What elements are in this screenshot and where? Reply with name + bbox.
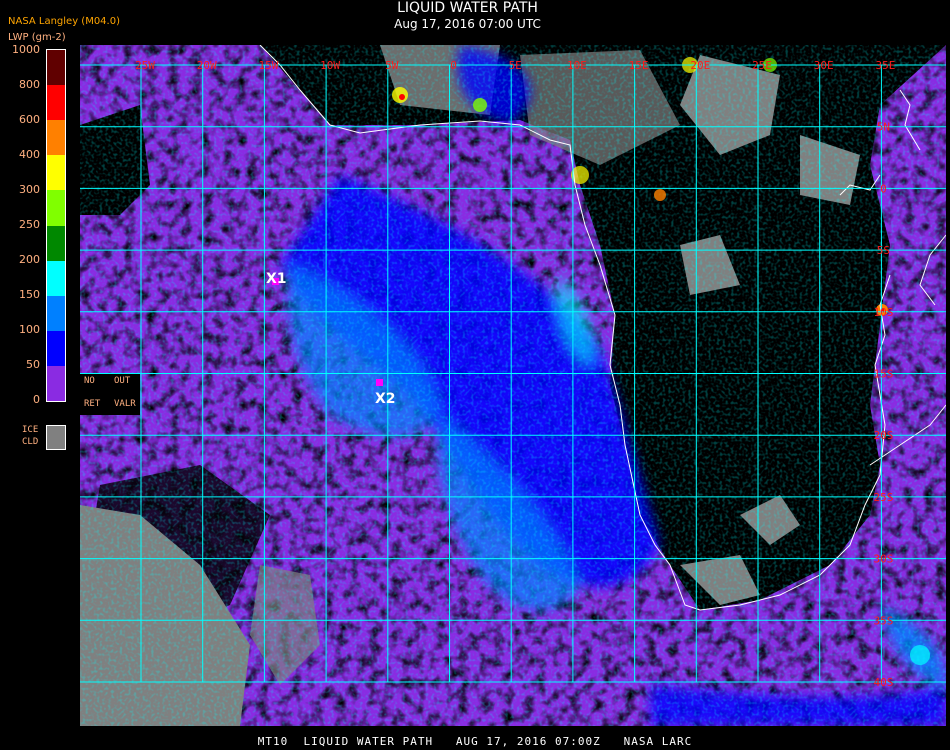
color-band-2	[47, 295, 65, 331]
lat-lon-grid	[80, 64, 946, 683]
ice-cloud-label-2: CLD	[22, 437, 39, 447]
page-subtitle: Aug 17, 2016 07:00 UTC	[394, 17, 541, 31]
marker-x2-point	[376, 379, 383, 386]
latitude-label: 25S	[873, 491, 893, 504]
out-valr-label-2: VALR	[114, 399, 136, 409]
provenance-label: NASA Langley (M04.0)	[8, 16, 120, 27]
color-scale-tick: 400	[19, 148, 40, 161]
longitude-label: 5E	[509, 59, 522, 72]
latitude-label: 35S	[873, 614, 893, 627]
color-band-0	[47, 365, 65, 401]
no-ret-label-1: NO	[84, 376, 95, 386]
units-label: LWP (gm-2)	[8, 32, 66, 43]
color-band-7	[47, 120, 65, 156]
latitude-label: 15S	[873, 368, 893, 381]
longitude-label: 20W	[197, 59, 217, 72]
longitude-label: 15W	[258, 59, 278, 72]
cloud-speckle	[80, 45, 946, 726]
longitude-label: 35E	[875, 59, 895, 72]
latitude-label: 10S	[873, 306, 893, 319]
color-band-8	[47, 85, 65, 121]
latitude-label: 20S	[873, 429, 893, 442]
color-scale-tick: 300	[19, 183, 40, 196]
latitude-label: 5S	[877, 244, 890, 257]
footer-caption: MT10 LIQUID WATER PATH AUG 17, 2016 07:0…	[257, 735, 693, 748]
ice-cloud-swatch	[46, 425, 66, 450]
lwp-map: 25W 20W 15W 10W 5W 0 5E 10E 15E 20E 25E 30E 35E 5N 0 5S…	[80, 45, 946, 726]
longitude-label: 30E	[814, 59, 834, 72]
lat-lon-labels: 25W 20W 15W 10W 5W 0 5E 10E 15E 20E 25E 30E 35E 5N 0 5S…	[135, 59, 895, 689]
latitude-label: 5N	[877, 121, 890, 134]
longitude-label: 10W	[320, 59, 340, 72]
legend-key-backing	[80, 373, 140, 415]
color-band-3	[47, 260, 65, 296]
color-scale-tick: 200	[19, 253, 40, 266]
longitude-label: 25E	[752, 59, 772, 72]
marker-x1-label: X1	[266, 271, 287, 287]
longitude-label: 25W	[135, 59, 155, 72]
color-band-1	[47, 330, 65, 366]
latitude-label: 40S	[873, 676, 893, 689]
longitude-label: 20E	[690, 59, 710, 72]
marker-x2-label: X2	[375, 391, 396, 407]
color-band-6	[47, 155, 65, 191]
marker-x1-point	[272, 278, 279, 285]
out-valr-label-1: OUT	[114, 376, 131, 386]
color-scale-tick: 1000	[12, 43, 40, 56]
color-scale-tick: 50	[26, 358, 40, 371]
color-band-5	[47, 190, 65, 226]
page-title: LIQUID WATER PATH	[397, 0, 538, 16]
longitude-label: 5W	[385, 59, 399, 72]
latitude-label: 0	[880, 182, 887, 195]
color-band-9	[47, 50, 65, 86]
color-scale-tick: 800	[19, 78, 40, 91]
no-ret-label-2: RET	[84, 399, 101, 409]
latitude-label: 30S	[873, 553, 893, 566]
color-scale-tick: 100	[19, 323, 40, 336]
color-band-4	[47, 225, 65, 261]
marker-x2: X2	[375, 379, 396, 407]
marker-x1: X1	[266, 271, 287, 287]
color-scale-tick: 150	[19, 288, 40, 301]
color-scale-bar	[46, 49, 66, 402]
ice-cloud-label-1: ICE	[22, 425, 39, 435]
longitude-label: 0	[450, 59, 457, 72]
color-scale-tick: 0	[33, 393, 40, 406]
color-scale-tick: 600	[19, 113, 40, 126]
color-scale-tick: 250	[19, 218, 40, 231]
longitude-label: 10E	[567, 59, 587, 72]
longitude-label: 15E	[629, 59, 649, 72]
